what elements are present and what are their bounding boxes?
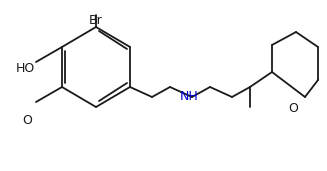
Text: NH: NH [180,90,198,103]
Text: Br: Br [89,14,103,27]
Text: HO: HO [16,62,35,75]
Text: O: O [288,102,298,115]
Text: O: O [22,114,32,127]
